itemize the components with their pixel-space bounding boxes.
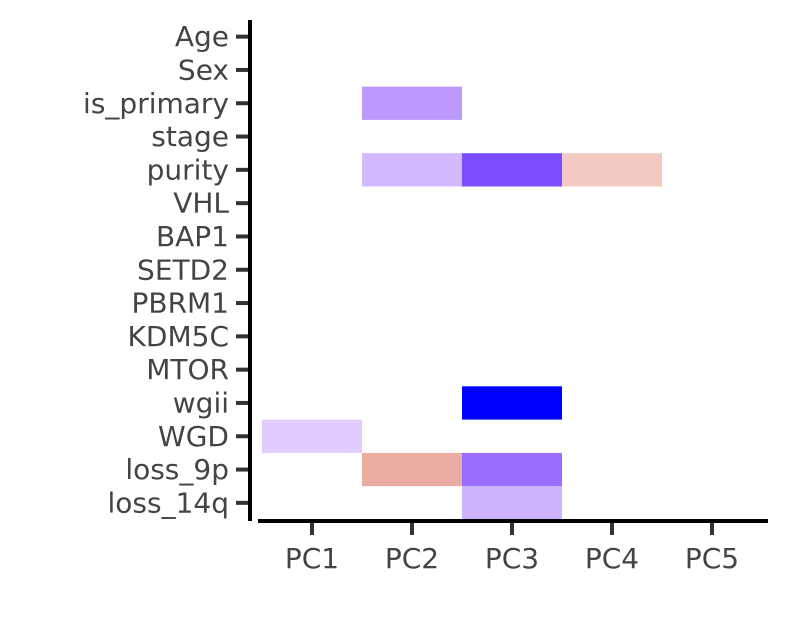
y-tick-label-bap1: BAP1 <box>156 220 229 253</box>
heatmap-cells <box>262 86 662 520</box>
y-tick-label-mtor: MTOR <box>146 353 229 386</box>
heatmap-cell-purity-pc4 <box>562 153 662 187</box>
y-tick-label-is-primary: is_primary <box>83 87 229 120</box>
heatmap-cell-loss-14q-pc3 <box>462 486 562 520</box>
y-tick-label-sex: Sex <box>178 53 229 86</box>
y-tick-label-age: Age <box>175 20 229 53</box>
heatmap-cell-wgd-pc1 <box>262 419 362 453</box>
heatmap-cell-purity-pc3 <box>462 153 562 187</box>
y-tick-label-loss-14q: loss_14q <box>108 486 230 519</box>
y-tick-label-loss-9p: loss_9p <box>125 453 229 486</box>
x-tick-label-pc5: PC5 <box>685 542 739 575</box>
x-tick-label-pc4: PC4 <box>585 542 639 575</box>
y-tick-label-kdm5c: KDM5C <box>128 320 229 353</box>
axis-tick-labels: AgeSexis_primarystagepurityVHLBAP1SETD2P… <box>83 20 739 575</box>
y-tick-label-wgii: wgii <box>173 386 229 419</box>
y-tick-label-pbrm1: PBRM1 <box>131 287 229 320</box>
heatmap-cell-loss-9p-pc2 <box>362 452 462 487</box>
heatmap-cell-is-primary-pc2 <box>362 86 462 120</box>
x-tick-label-pc3: PC3 <box>485 542 539 575</box>
heatmap-cell-loss-9p-pc3 <box>462 452 562 487</box>
y-tick-label-wgd: WGD <box>158 420 229 453</box>
y-tick-label-vhl: VHL <box>173 187 229 220</box>
axis-ticks <box>236 34 714 535</box>
y-tick-label-stage: stage <box>151 120 229 153</box>
x-tick-label-pc1: PC1 <box>285 542 339 575</box>
x-tick-label-pc2: PC2 <box>385 542 439 575</box>
heatmap-cell-purity-pc2 <box>362 153 462 187</box>
heatmap-cell-wgii-pc3 <box>462 386 562 420</box>
y-tick-label-purity: purity <box>147 153 229 186</box>
y-tick-label-setd2: SETD2 <box>137 253 229 286</box>
